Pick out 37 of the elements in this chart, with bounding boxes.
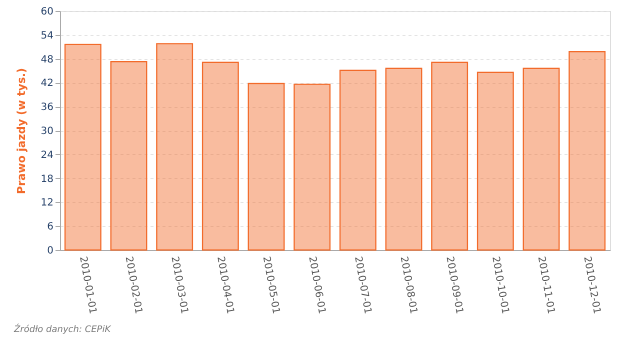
x-tick-label: 2010-03-01	[168, 256, 190, 315]
y-tick-label: 24	[40, 150, 54, 161]
text: Źródło danych: CEPiK	[14, 325, 111, 335]
y-tick-label: 36	[40, 102, 54, 114]
bar	[339, 70, 376, 251]
bar	[568, 51, 606, 251]
x-tick-label: 2010-10-01	[490, 256, 510, 315]
y-tick-label: 18	[40, 174, 54, 185]
x-tick-label: 2010-06-01	[306, 256, 328, 315]
bar	[522, 68, 560, 251]
y-tick-label: 0	[47, 246, 54, 256]
bar	[248, 82, 285, 251]
bar	[110, 60, 148, 251]
bar	[156, 43, 194, 251]
x-tick-label: 2010-01-01	[77, 256, 98, 315]
x-tick-label: 2010-12-01	[581, 256, 602, 315]
x-tick-label: 2010-09-01	[444, 256, 465, 315]
y-tick-label: 54	[40, 30, 54, 42]
y-axis-title: Prawo jazdy (w tys.)	[14, 68, 28, 194]
bar	[476, 72, 514, 251]
x-tick-label: 2010-08-01	[398, 256, 419, 315]
x-tick-label: 2010-02-01	[122, 256, 144, 315]
y-tick-label: 48	[40, 54, 54, 66]
x-tick-label: 2010-04-01	[214, 256, 236, 315]
bar	[385, 68, 422, 251]
y-tick-label: 30	[40, 126, 54, 137]
bar	[294, 84, 331, 251]
bar	[202, 62, 239, 251]
y-tick-label: 12	[40, 198, 54, 209]
x-tick-label: 2010-07-01	[352, 256, 373, 315]
x-tick-label: 2010-11-01	[535, 256, 556, 315]
x-tick-label: 2010-05-01	[260, 256, 282, 315]
y-tick-label: 60	[40, 6, 54, 18]
bar	[431, 62, 468, 251]
y-tick-label: 6	[47, 222, 54, 233]
bar	[64, 44, 102, 251]
y-tick-label: 42	[40, 78, 54, 90]
